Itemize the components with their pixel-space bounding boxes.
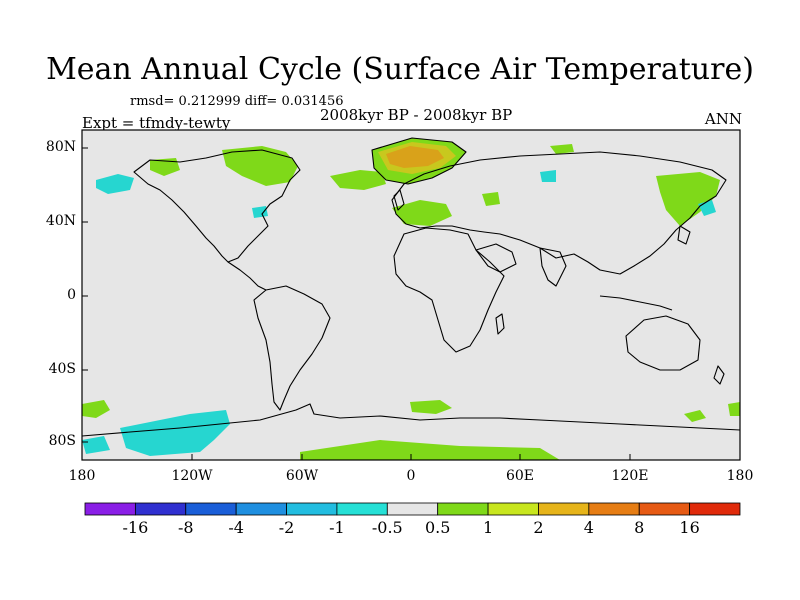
anomaly-cool-hudson — [252, 206, 268, 218]
colorbar-swatch-5 — [336, 502, 388, 516]
coast-indonesia — [599, 295, 673, 311]
anomaly-canada-arctic — [222, 146, 298, 186]
colorbar-label-5: -0.5 — [371, 518, 403, 537]
coast-central-america — [227, 261, 267, 291]
colorbar-swatch-6 — [386, 502, 439, 516]
colorbar-swatch-12 — [689, 502, 741, 516]
coastlines — [81, 137, 741, 437]
anomaly-south-west — [82, 400, 110, 418]
lat-tick-40n: 40N — [45, 213, 76, 229]
colorbar — [84, 502, 741, 516]
axis-ticks — [82, 147, 631, 460]
coast-south-america — [253, 285, 331, 411]
anomaly-europe — [392, 200, 452, 226]
season-label: ANN — [704, 110, 742, 128]
anomaly-arctic-east — [550, 144, 574, 154]
lon-tick-120w: 120W — [171, 468, 213, 484]
coast-greenland — [371, 137, 467, 185]
anomaly-cool-beaufort — [96, 174, 134, 194]
lat-tick-40s: 40S — [48, 361, 76, 377]
colorbar-swatch-1 — [134, 502, 187, 516]
lat-tick-80n: 80N — [45, 139, 76, 155]
colorbar-swatch-7 — [437, 502, 489, 516]
lon-tick-60e: 60E — [505, 468, 535, 484]
lon-tick-0: 0 — [406, 468, 416, 484]
anomaly-south-indian — [684, 410, 706, 422]
colorbar-label-6: 0.5 — [424, 518, 451, 537]
anomaly-south-antarctic-green — [300, 440, 560, 460]
anomaly-europe-small — [482, 192, 500, 206]
anomaly-alaska — [150, 158, 180, 176]
coast-madagascar — [495, 313, 505, 335]
colorbar-swatch-10 — [588, 502, 640, 516]
anomaly-east-siberia — [656, 172, 720, 226]
coast-australia — [625, 315, 701, 371]
colorbar-label-10: 8 — [634, 518, 645, 537]
lon-tick-60w: 60W — [285, 468, 319, 484]
coast-uk — [393, 189, 405, 211]
anomaly-cool-antarctic — [120, 410, 230, 456]
coast-arabia — [475, 243, 517, 273]
colorbar-swatch-8 — [487, 502, 539, 516]
anomaly-cool-ross — [82, 436, 110, 454]
colorbar-swatch-0 — [84, 502, 136, 516]
colorbar-swatch-2 — [185, 502, 237, 516]
colorbar-label-3: -2 — [278, 518, 295, 537]
plot-title: Mean Annual Cycle (Surface Air Temperatu… — [46, 52, 754, 87]
coast-eurasia — [391, 151, 727, 275]
colorbar-label-7: 1 — [482, 518, 494, 537]
colorbar-label-0: -16 — [122, 518, 149, 537]
colorbar-label-11: 16 — [679, 518, 700, 537]
coast-antarctica — [81, 403, 741, 437]
coast-new-zealand — [713, 365, 725, 385]
coast-africa — [393, 227, 505, 353]
colorbar-label-1: -8 — [177, 518, 194, 537]
lon-tick-180e: 180 — [726, 468, 754, 484]
lon-tick-180w: 180 — [68, 468, 96, 484]
anomaly-cool-siberia — [540, 170, 556, 182]
anomaly-patches — [82, 138, 740, 460]
colorbar-swatch-3 — [235, 502, 287, 516]
anomaly-scandinavia — [330, 170, 386, 190]
colorbar-label-2: -4 — [228, 518, 244, 537]
period-label: 2008kyr BP - 2008kyr BP — [320, 106, 513, 124]
lat-tick-0: 0 — [67, 287, 76, 303]
colorbar-label-8: 2 — [533, 518, 544, 537]
coast-india — [539, 247, 567, 287]
coast-north-america — [133, 149, 301, 263]
experiment-label: Expt = tfmdy-tewty — [82, 114, 231, 132]
anomaly-greenland-orange — [386, 146, 444, 168]
anomaly-south-east — [728, 402, 740, 416]
lon-tick-120e: 120E — [611, 468, 649, 484]
colorbar-label-4: -1 — [329, 518, 345, 537]
colorbar-swatch-9 — [538, 502, 590, 516]
colorbar-swatch-4 — [286, 502, 338, 516]
coast-japan — [677, 225, 691, 245]
rmsd-diff-stats: rmsd= 0.212999 diff= 0.031456 — [130, 94, 344, 109]
colorbar-swatch-11 — [638, 502, 691, 516]
colorbar-label-9: 4 — [583, 518, 594, 537]
anomaly-south-atlantic — [410, 400, 452, 414]
lat-tick-80s: 80S — [48, 433, 76, 449]
